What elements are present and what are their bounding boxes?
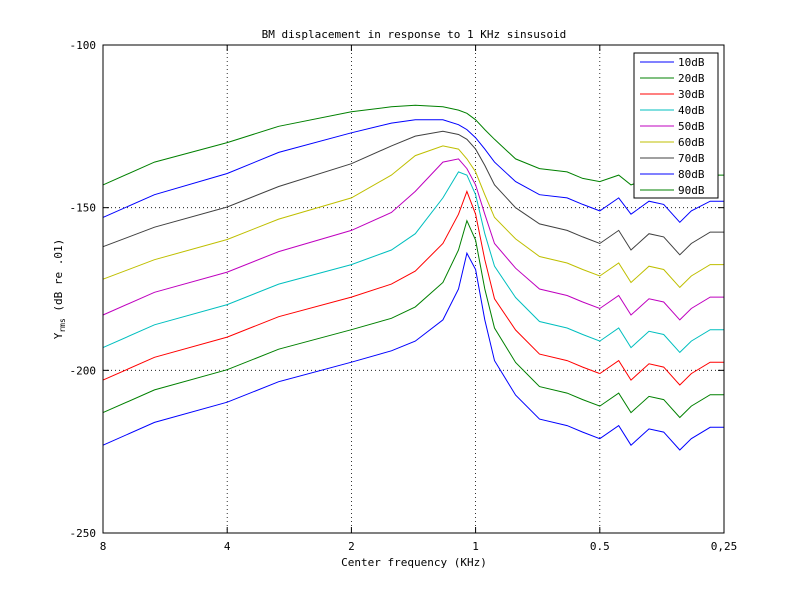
y-tick-label: -200: [70, 364, 97, 377]
x-tick-label: 4: [224, 540, 231, 553]
y-axis-label: Yrms (dB re .01): [52, 239, 67, 340]
x-tick-label: 2: [348, 540, 355, 553]
x-tick-label: 0.5: [590, 540, 610, 553]
y-label-sub: rms: [58, 318, 67, 333]
x-tick-label: 8: [100, 540, 107, 553]
x-tick-label: 1: [472, 540, 479, 553]
legend-label: 60dB: [678, 136, 705, 149]
x-tick-label: 0,25: [711, 540, 738, 553]
chart-title: BM displacement in response to 1 KHz sin…: [262, 28, 567, 41]
legend-label: 50dB: [678, 120, 705, 133]
series-line: [102, 189, 724, 386]
y-label-rest: (dB re .01): [52, 239, 65, 318]
legend-label: 90dB: [678, 184, 705, 197]
y-tick-label: -100: [70, 39, 97, 52]
series-line: [102, 145, 724, 289]
legend-label: 20dB: [678, 72, 705, 85]
legend-label: 10dB: [678, 56, 705, 69]
series-line: [102, 119, 724, 224]
y-label-main: Y: [52, 332, 65, 339]
series-line: [102, 130, 724, 256]
legend-label: 30dB: [678, 88, 705, 101]
legend-label: 70dB: [678, 152, 705, 165]
y-tick-label: -250: [70, 527, 97, 540]
y-tick-label: -150: [70, 202, 97, 215]
legend-label: 80dB: [678, 168, 705, 181]
legend-label: 40dB: [678, 104, 705, 117]
series-line: [102, 171, 724, 354]
series-line: [102, 251, 724, 451]
plot-frame: [102, 44, 725, 534]
series-line: [102, 158, 724, 321]
series-line: [102, 219, 724, 419]
x-axis-label: Center frequency (KHz): [341, 556, 487, 569]
